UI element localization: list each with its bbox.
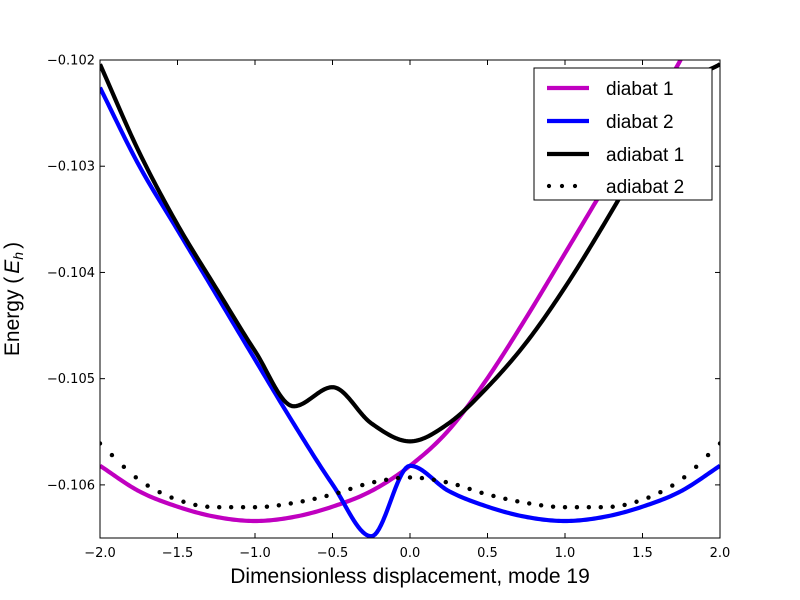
series-adiabat-2-dot <box>193 502 198 508</box>
legend-label-diabat-1: diabat 1 <box>606 79 674 100</box>
series-adiabat-2-dot <box>181 499 186 504</box>
x-tick-label: 1.5 <box>632 546 653 561</box>
series-adiabat-2-dot <box>419 475 425 481</box>
series-adiabat-2-dot <box>407 475 413 480</box>
series-adiabat-2-dot <box>157 490 162 495</box>
series-adiabat-2-dot <box>133 475 138 480</box>
series-adiabat-2-dot <box>598 504 603 510</box>
x-tick-label: 1.0 <box>555 546 576 561</box>
legend-label-adiabat-1: adiabat 1 <box>606 145 684 166</box>
series-adiabat-2-dot <box>550 504 556 509</box>
series-adiabat-2-dot <box>276 503 282 508</box>
x-tick-label: −0.5 <box>317 546 349 561</box>
legend: diabat 1 diabat 2 adiabat 1 adiabat 2 <box>533 67 713 201</box>
series-adiabat-2-dot <box>395 475 401 481</box>
x-tick-label: −1.5 <box>162 546 194 561</box>
series-adiabat-2-dot <box>610 504 615 509</box>
series-adiabat-2-dot <box>646 495 651 500</box>
y-axis-label-prefix: Energy ( <box>1 277 24 356</box>
series-adiabat-2-dot <box>252 504 258 510</box>
series-adiabat-2-dot <box>574 504 580 510</box>
series-adiabat-2-dot <box>300 499 305 504</box>
series-adiabat-2 <box>100 441 720 510</box>
series-adiabat-2-dot <box>527 501 532 506</box>
series-adiabat-2-dot <box>515 499 520 504</box>
legend-label-diabat-2: diabat 2 <box>606 112 674 133</box>
series-adiabat-2-dot <box>431 477 437 482</box>
y-tick-label: −0.104 <box>47 266 95 281</box>
series-adiabat-2-dot <box>479 490 484 495</box>
y-axis-label: Energy ( Eh) <box>1 242 26 356</box>
x-axis-label: Dimensionless displacement, mode 19 <box>230 565 590 588</box>
x-tick-label: −2.0 <box>84 546 116 561</box>
series-adiabat-2-dot <box>443 479 448 485</box>
y-tick-label: −0.102 <box>47 54 95 69</box>
ticks-layer: −2.0 −1.5 −1.0 −0.5 0.0 0.5 1.0 1.5 2.0 −0.102 −0.… <box>47 54 730 562</box>
series-diabat-2 <box>100 86 720 538</box>
series-adiabat-2-dot <box>372 479 377 485</box>
series-adiabat-2-dot <box>491 493 496 499</box>
series-adiabat-2-dot <box>658 490 663 495</box>
series-adiabat-2-dot <box>169 495 174 500</box>
series-adiabat-2-dot <box>383 477 389 482</box>
series-adiabat-2-dot <box>312 496 317 502</box>
series-adiabat-2-dot <box>264 504 270 509</box>
series-adiabat-2-dot <box>622 502 627 508</box>
series-adiabat-2-dot <box>717 441 720 446</box>
y-axis-label-subscript: h <box>10 252 26 260</box>
series-adiabat-2-dot <box>348 486 353 492</box>
series-adiabat-2-dot <box>228 504 234 510</box>
series-adiabat-2-dot <box>360 482 365 488</box>
series-adiabat-2-dot <box>682 475 687 480</box>
series-adiabat-2-dot <box>503 496 508 502</box>
series-adiabat-2-dot <box>100 441 103 446</box>
y-axis-label-symbol: E <box>1 259 24 274</box>
series-adiabat-2-dot <box>693 464 699 470</box>
y-axis-label-suffix: ) <box>1 242 24 249</box>
series-adiabat-2-dot <box>205 504 210 509</box>
series-adiabat-2-dot <box>705 452 711 458</box>
series-adiabat-2-dot <box>324 493 329 499</box>
series-adiabat-2-dot <box>336 490 341 495</box>
x-tick-label: 2.0 <box>710 546 731 561</box>
series-adiabat-1 <box>100 62 720 444</box>
series-adiabat-2-dot <box>240 504 246 510</box>
x-tick-label: −1.0 <box>239 546 271 561</box>
series-adiabat-2-dot <box>670 483 675 488</box>
legend-label-adiabat-2: adiabat 2 <box>606 177 684 198</box>
series-adiabat-2-dot <box>217 504 222 510</box>
x-tick-label: 0.0 <box>400 546 421 561</box>
x-tick-label: 0.5 <box>477 546 498 561</box>
series-adiabat-2-dot <box>562 504 568 510</box>
series-adiabat-2-dot <box>586 504 592 510</box>
series-adiabat-2-dot <box>634 499 639 504</box>
y-tick-label: −0.105 <box>47 372 95 387</box>
series-adiabat-2-dot <box>145 483 150 488</box>
series-adiabat-2-dot <box>467 486 472 492</box>
series-adiabat-2-dot <box>455 482 460 488</box>
series-adiabat-2-dot <box>538 503 544 508</box>
y-tick-label: −0.103 <box>47 160 95 175</box>
y-tick-label: −0.106 <box>47 478 95 493</box>
series-adiabat-2-dot <box>109 452 115 458</box>
series-adiabat-2-dot <box>121 464 127 470</box>
series-adiabat-2-dot <box>288 501 293 506</box>
